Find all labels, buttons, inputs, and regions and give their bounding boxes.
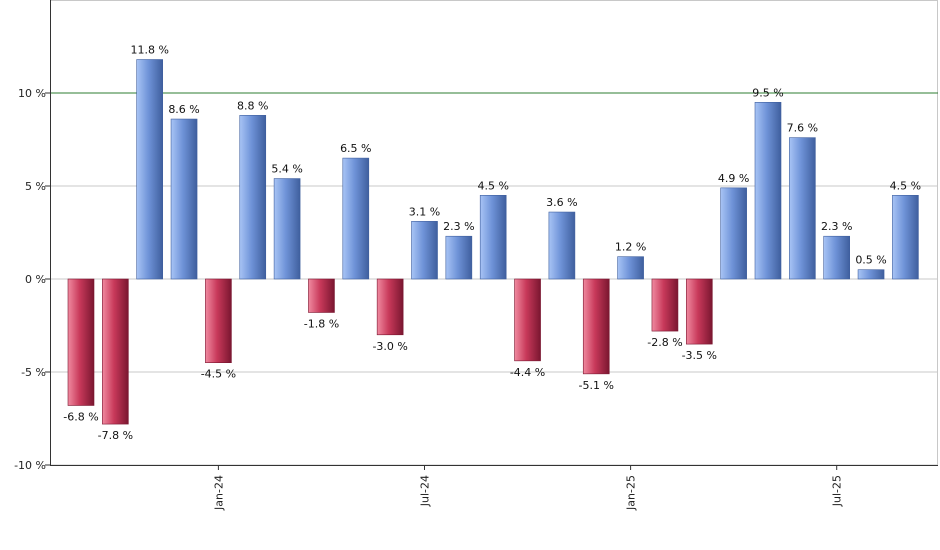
x-tick-label: Jan-24 (212, 475, 225, 511)
bar (308, 278, 335, 313)
bar (720, 187, 747, 280)
bar (445, 235, 473, 280)
data-label: -6.8 % (63, 410, 98, 423)
bar (273, 178, 301, 280)
data-label: -5.1 % (579, 379, 614, 392)
y-tick-label: -5 % (21, 366, 46, 379)
bar (892, 195, 919, 280)
bar (651, 278, 679, 332)
bar (67, 278, 95, 406)
bar (205, 278, 232, 363)
bar (411, 221, 438, 280)
data-label: -7.8 % (98, 429, 133, 442)
x-tick-label: Jul-24 (419, 475, 432, 507)
data-label: 4.5 % (477, 179, 508, 192)
bar (857, 269, 885, 280)
data-label: -3.5 % (682, 349, 717, 362)
bar (136, 59, 163, 280)
bar (239, 115, 267, 280)
data-label: 2.3 % (443, 220, 474, 233)
data-label: 4.5 % (890, 179, 921, 192)
data-label: -2.8 % (647, 336, 682, 349)
y-tick-label: 10 % (18, 87, 46, 100)
bar (342, 157, 370, 280)
data-label: 3.1 % (409, 205, 440, 218)
bar (685, 278, 713, 345)
bar (548, 211, 576, 280)
bar (170, 118, 198, 280)
bar (754, 102, 782, 280)
data-label: -3.0 % (372, 340, 407, 353)
data-label: 8.8 % (237, 99, 268, 112)
bar (823, 235, 851, 280)
data-label: 5.4 % (271, 163, 302, 176)
bar (479, 195, 507, 280)
data-label: 0.5 % (855, 254, 886, 267)
data-label: -4.5 % (201, 368, 236, 381)
x-tick-label: Jul-25 (831, 475, 844, 507)
data-label: -4.4 % (510, 366, 545, 379)
data-label: -1.8 % (304, 317, 339, 330)
bar (617, 256, 644, 280)
bar (102, 278, 129, 425)
data-label: 9.5 % (752, 86, 783, 99)
data-label: 11.8 % (130, 44, 168, 57)
bar (514, 278, 541, 362)
bar (582, 278, 610, 375)
x-tick-label: Jan-25 (625, 475, 638, 511)
data-label: 3.6 % (546, 196, 577, 209)
bar (789, 137, 816, 280)
y-tick-label: 5 % (25, 180, 46, 193)
data-label: 4.9 % (718, 172, 749, 185)
bar (376, 278, 404, 336)
y-tick-label: 0 % (25, 273, 46, 286)
data-label: 8.6 % (168, 103, 199, 116)
data-label: 7.6 % (787, 122, 818, 135)
data-label: 2.3 % (821, 220, 852, 233)
y-tick-label: -10 % (14, 459, 46, 472)
data-label: 6.5 % (340, 142, 371, 155)
data-label: 1.2 % (615, 241, 646, 254)
